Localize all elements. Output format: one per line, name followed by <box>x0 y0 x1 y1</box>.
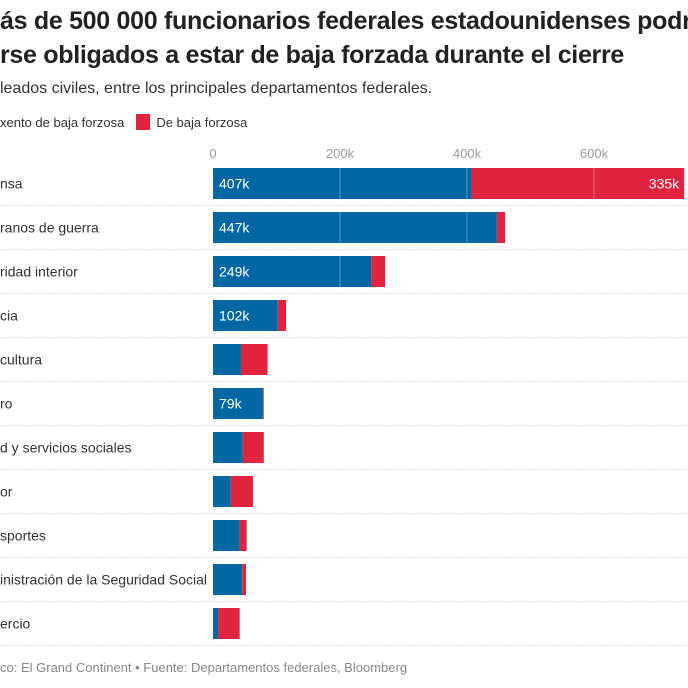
x-tick-label: 400k <box>453 146 482 161</box>
x-tick-label: 0 <box>209 146 216 161</box>
data-label: 447k <box>219 220 250 236</box>
chart-title: ás de 500 000 funcionarios federales est… <box>0 4 688 72</box>
title-line-1: ás de 500 000 funcionarios federales est… <box>0 7 688 35</box>
bar-exempt <box>213 388 264 419</box>
bar-furloughed <box>218 608 240 639</box>
bar-furloughed <box>277 300 287 331</box>
data-label: 102k <box>219 308 250 324</box>
category-label: cia <box>0 308 18 324</box>
bar-furloughed <box>263 388 264 419</box>
bar-furloughed <box>471 168 685 199</box>
bar-exempt <box>213 256 372 287</box>
category-label: sportes <box>0 528 46 544</box>
category-label: inistración de la Seguridad Social <box>0 572 207 588</box>
category-label: or <box>0 484 13 500</box>
data-label: 79k <box>219 396 243 412</box>
bar-exempt <box>213 344 241 375</box>
bar-exempt <box>213 212 497 243</box>
bar-exempt <box>213 168 472 199</box>
data-label: 407k <box>219 176 250 192</box>
bar-furloughed <box>371 256 386 287</box>
bar-furloughed <box>240 344 268 375</box>
legend-label-furloughed: De baja forzosa <box>156 114 248 130</box>
x-tick-label: 200k <box>326 146 355 161</box>
chart-subtitle: leados civiles, entre los principales de… <box>0 80 433 97</box>
bar-furloughed <box>230 476 254 507</box>
category-label: d y servicios sociales <box>0 440 132 456</box>
bar-furloughed <box>496 212 506 243</box>
title-line-2: rse obligados a estar de baja forzada du… <box>0 41 625 69</box>
legend-label-exempt: xento de baja forzosa <box>0 114 125 130</box>
x-tick-label: 600k <box>580 146 609 161</box>
legend: xento de baja forzosa De baja forzosa <box>0 114 247 130</box>
bar-exempt <box>213 300 278 331</box>
category-label: ercio <box>0 616 31 632</box>
bar-exempt <box>213 520 240 551</box>
data-label: 249k <box>219 264 250 280</box>
bar-furloughed <box>242 432 264 463</box>
category-label: ridad interior <box>0 264 78 280</box>
bar-furloughed <box>239 520 247 551</box>
bar-exempt <box>213 564 243 595</box>
bar-exempt <box>213 432 243 463</box>
bar-furloughed <box>242 564 247 595</box>
bar-exempt <box>213 476 231 507</box>
category-label: cultura <box>0 352 42 368</box>
data-label: 335k <box>649 176 680 192</box>
category-label: ro <box>0 396 13 412</box>
category-label: ranos de guerra <box>0 220 99 236</box>
legend-swatch-furloughed <box>136 114 151 130</box>
category-label: nsa <box>0 176 23 192</box>
source-footer: co: El Grand Continent • Fuente: Departa… <box>0 660 408 675</box>
bar-exempt <box>213 608 219 639</box>
